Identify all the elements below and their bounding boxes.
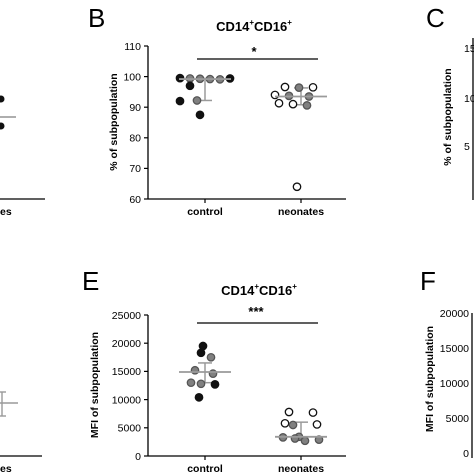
panel-b-y-tick-label: 90 [129,102,141,114]
panel-b-y-tick-label: 100 [123,71,141,83]
panel-e-data-point [206,352,216,362]
panel-e-x-tick-neonates: neonates [278,463,324,474]
panel-e-y-axis-title: MFI of subpopulation [89,332,101,438]
panel-f-y-tick-label: 20000 [440,308,469,320]
panel-e-y-tick-label: 20000 [112,338,141,350]
panel-e-y-tick-label: 15000 [112,366,141,378]
panel-b-data-point [175,73,185,83]
panel-f-y-tick-label: 15000 [440,343,469,355]
panel-b-marks [147,46,346,203]
panel-e-data-point [284,407,294,417]
panel-b-data-point [195,110,205,120]
panel-a-data-point [0,95,5,103]
panel-f-letter: F [420,266,436,296]
panel-e-y-tick-label: 0 [135,451,141,463]
panel-e-data-point [308,408,318,417]
panel-f-y-tick-label: 5000 [446,413,470,425]
panel-b-data-point [294,83,304,92]
panel-e-data-point [300,436,310,446]
panel-b-x-tick-control: control [187,206,223,218]
panel-f-y-tick-label: 0 [463,448,469,460]
panel-e-data-point [196,348,206,358]
panel-e-data-point [194,392,204,402]
panel-a-x-tick-label: es [0,206,12,218]
panel-c-y-axis-title: % of subpopulation [442,68,454,165]
panel-e-data-point [312,420,322,429]
panel-a-partial: es [0,95,45,218]
panel-e-y-tick-label: 25000 [112,310,141,322]
panel-e-significance: *** [248,304,264,319]
panel-b-data-point [185,81,195,91]
panel-e-data-point [186,378,196,388]
panel-e-y-ticks: 0 5000 10000 15000 20000 25000 [112,310,148,463]
panel-b-data-point [302,101,312,110]
panel-b-data-point [280,82,290,92]
panel-b-x-tick-neonates: neonates [278,206,324,218]
panel-b-y-tick-label: 80 [129,133,141,145]
panel-b-y-tick-label: 70 [129,163,141,175]
panel-b-data-point [288,99,298,109]
panel-e-y-tick-label: 10000 [112,394,141,406]
panel-e-data-point [280,418,290,428]
panel-e-x-tick-control: control [187,463,223,474]
panel-b-title: CD14+CD16+ [216,18,292,34]
panel-b-data-point [292,182,302,192]
panel-e-data-point [210,380,220,389]
panel-d-partial: es [0,391,42,474]
panel-b-data-point [175,96,185,106]
panel-e-title: CD14+CD16+ [221,282,297,298]
panel-e-data-point [196,379,206,389]
panel-b-y-axis-title: % of subpopulation [108,73,120,170]
panel-c-letter: C [426,3,445,33]
panel-c-y-tick-label: 15 [464,43,474,55]
panel-b-letter: B [88,3,105,33]
panel-e-data-point [288,420,298,430]
panel-e-y-tick-label: 5000 [118,423,142,435]
panel-b-y-tick-label: 110 [124,41,141,53]
panel-f-y-tick-label: 10000 [440,378,469,390]
panel-f-partial: F MFI of subpopulation 20000 15000 10000… [420,266,473,460]
panel-b-data-point [308,82,318,92]
panel-c-y-tick-label: 10 [464,93,474,105]
panel-e-letter: E [82,266,99,296]
panel-c-y-tick-label: 5 [464,141,470,153]
panel-d-x-tick-label: es [0,463,12,474]
panel-e-chart: E CD14+CD16+ MFI of subpopulation 0 5000 1… [82,266,346,474]
panel-b-y-ticks: 60 70 80 90 100 110 [123,41,148,206]
panel-b-chart: B CD14+CD16+ % of subpopulation 60 70 80 90… [88,3,346,218]
panel-b-data-point [270,90,280,100]
panel-f-y-axis-title: MFI of subpopulation [424,326,436,432]
panel-a-data-point [0,122,5,130]
panel-b-data-point [192,96,202,105]
panel-b-data-point [274,98,284,108]
panel-b-significance: * [251,44,257,59]
panel-e-marks [147,315,346,460]
panel-c-partial: C % of subpopulation 15 10 5 [426,3,474,200]
panel-b-y-tick-label: 60 [129,194,141,206]
